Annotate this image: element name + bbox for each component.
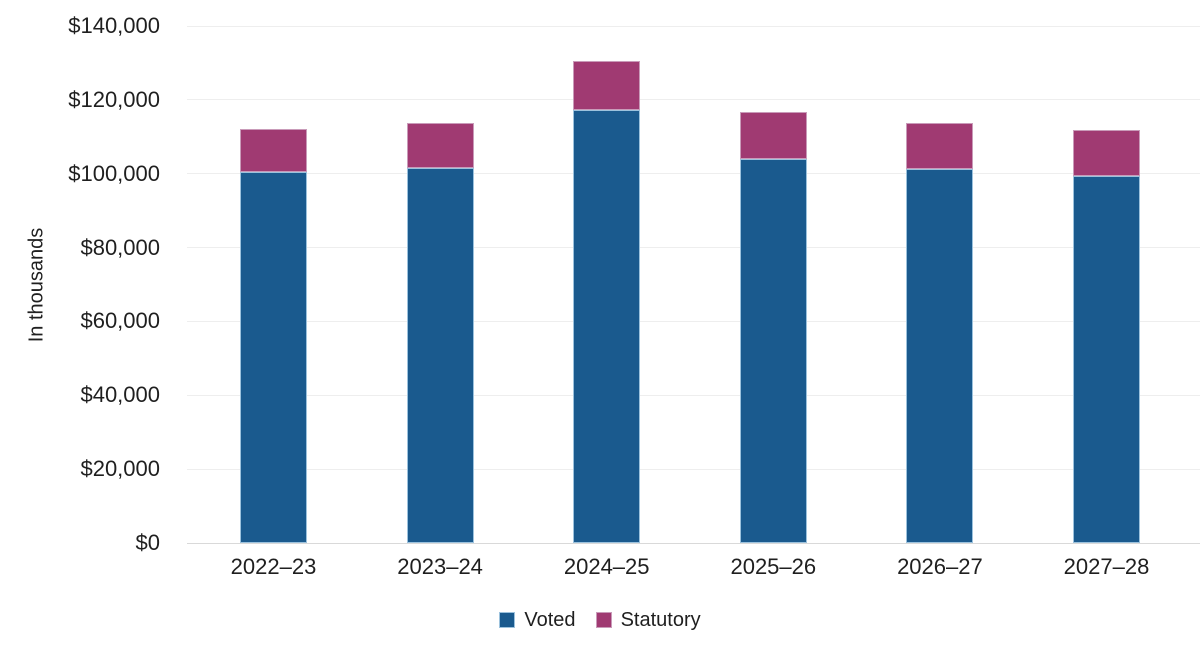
x-tick-label: 2026–27 bbox=[897, 554, 983, 579]
bar-segment-statutory bbox=[906, 123, 974, 169]
gridline bbox=[187, 99, 1200, 101]
y-tick-label: $60,000 bbox=[80, 308, 160, 334]
gridline bbox=[187, 468, 1200, 470]
gridline bbox=[187, 247, 1200, 249]
bar-segment-voted bbox=[739, 158, 807, 543]
bar-segment-voted bbox=[573, 110, 641, 543]
y-tick-label: $80,000 bbox=[80, 234, 160, 260]
bar-segment-statutory bbox=[1073, 130, 1140, 176]
y-tick-label: $100,000 bbox=[68, 160, 160, 186]
bar-segment-statutory bbox=[406, 123, 474, 169]
legend-item-voted: Voted bbox=[499, 608, 576, 632]
x-tick-label: 2024–25 bbox=[563, 554, 650, 579]
gridline bbox=[187, 173, 1200, 175]
x-tick-label: 2027–28 bbox=[1063, 554, 1150, 579]
gridline bbox=[187, 394, 1200, 396]
bar-segment-statutory bbox=[739, 112, 807, 159]
y-tick-label: $40,000 bbox=[80, 382, 160, 408]
y-tick-label: $120,000 bbox=[68, 86, 160, 112]
x-tick-label: 2023–24 bbox=[397, 554, 483, 579]
legend-label-voted: Voted bbox=[524, 608, 576, 631]
x-tick-label: 2022–23 bbox=[230, 554, 317, 579]
bar-segment-voted bbox=[406, 168, 474, 543]
gridline bbox=[187, 320, 1200, 322]
legend: Voted Statutory bbox=[0, 604, 1200, 636]
bar-segment-statutory bbox=[240, 128, 307, 173]
bar-segment-voted bbox=[906, 168, 974, 543]
x-tick-label: 2025–26 bbox=[730, 554, 817, 579]
bar-segment-voted bbox=[1073, 175, 1140, 543]
x-axis-baseline bbox=[187, 542, 1200, 544]
legend-label-statutory: Statutory bbox=[620, 608, 701, 631]
y-tick-label: $0 bbox=[135, 530, 160, 555]
y-tick-label: $20,000 bbox=[80, 456, 160, 482]
bar-segment-voted bbox=[240, 172, 307, 543]
legend-swatch-voted bbox=[499, 612, 516, 628]
bar-segment-statutory bbox=[573, 61, 641, 111]
legend-swatch-statutory bbox=[595, 612, 612, 628]
legend-item-statutory: Statutory bbox=[595, 608, 701, 632]
gridline bbox=[187, 25, 1200, 27]
y-tick-label: $140,000 bbox=[68, 13, 160, 38]
